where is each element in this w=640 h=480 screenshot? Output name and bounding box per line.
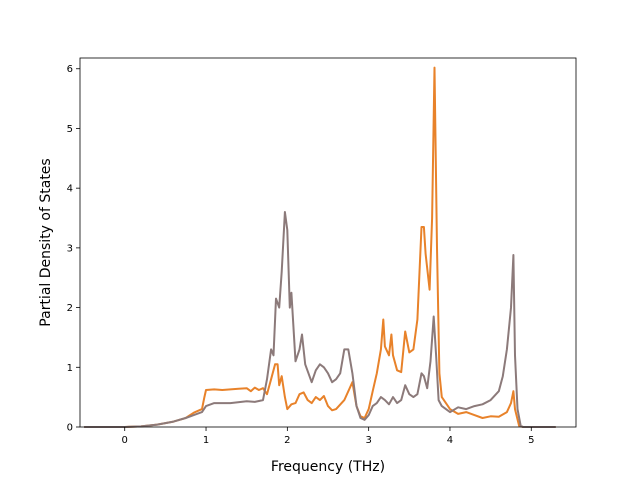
y-tick-label: 0 xyxy=(67,423,73,434)
series-line-2 xyxy=(84,211,556,428)
series-layer xyxy=(84,66,556,428)
y-tick-label: 4 xyxy=(67,184,73,195)
y-tick-label: 5 xyxy=(67,124,73,135)
x-tick-label: 3 xyxy=(365,435,371,446)
tick-layer: 0 1 2 3 4 5 0 1 2 3 4 5 6 xyxy=(67,64,535,446)
x-tick-label: 4 xyxy=(447,435,453,446)
series-line-1 xyxy=(84,66,556,428)
y-axis-label: Partial Density of States xyxy=(38,158,54,326)
y-tick-label: 6 xyxy=(67,64,73,75)
x-tick-label: 1 xyxy=(203,435,209,446)
y-tick-label: 3 xyxy=(67,243,73,254)
plot-area-frame xyxy=(79,57,577,428)
x-axis-label: Frequency (THz) xyxy=(271,459,385,475)
y-tick-label: 1 xyxy=(67,363,73,374)
x-tick-label: 0 xyxy=(122,435,128,446)
x-tick-label: 2 xyxy=(284,435,290,446)
y-tick-label: 2 xyxy=(67,303,73,314)
x-tick-label: 5 xyxy=(528,435,534,446)
